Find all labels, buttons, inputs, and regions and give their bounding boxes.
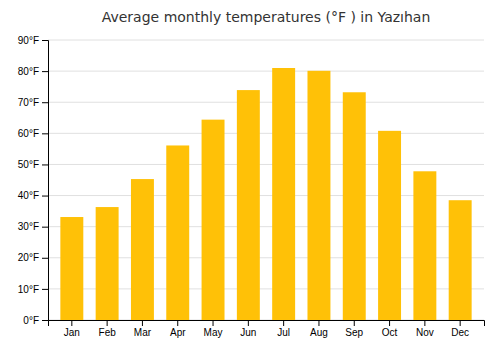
tick-mark	[71, 320, 72, 326]
axis-line	[42, 41, 49, 321]
tick-label: 60°F	[18, 128, 39, 139]
tick-label: Feb	[99, 327, 117, 338]
tick-mark	[248, 320, 249, 326]
tick-label: Oct	[382, 327, 398, 338]
bar	[131, 179, 154, 320]
tick-label: 80°F	[18, 66, 39, 77]
tick: 50°F	[18, 159, 48, 170]
bars	[60, 68, 471, 320]
tick-mark	[42, 196, 48, 197]
tick-mark	[213, 320, 214, 326]
tick-label: 70°F	[18, 97, 39, 108]
tick-label: Sep	[345, 327, 363, 338]
bar	[343, 92, 366, 320]
tick: 30°F	[18, 221, 48, 232]
tick-mark	[42, 320, 48, 321]
bar	[413, 171, 436, 320]
grid-line	[48, 40, 484, 41]
tick: Apr	[170, 320, 186, 338]
bar	[202, 120, 225, 320]
title: Average monthly temperatures (°F ) in Ya…	[102, 9, 431, 25]
tick: 0°F	[23, 315, 48, 326]
bar	[272, 68, 295, 320]
tick-mark	[42, 40, 48, 41]
bar	[307, 71, 330, 320]
tick-mark	[318, 320, 319, 326]
tick-mark	[42, 289, 48, 290]
tick: Sep	[345, 320, 363, 338]
plot: 0°F 10°F 20°F 30°F 40°F 50°F 60°F 70°F 80°F 90°F J…	[18, 35, 485, 338]
tick-label: Jan	[64, 327, 80, 338]
tick-mark	[42, 133, 48, 134]
tick-mark	[354, 320, 355, 326]
tick: 40°F	[18, 190, 48, 201]
tick: Oct	[382, 320, 398, 338]
tick-label: Mar	[134, 327, 152, 338]
tick-mark	[42, 258, 48, 259]
tick: Jun	[240, 320, 256, 338]
tick: Jan	[64, 320, 80, 338]
tick: 80°F	[18, 66, 48, 77]
tick: 90°F	[18, 35, 48, 46]
tick-label: Apr	[170, 327, 186, 338]
bar	[237, 90, 260, 320]
tick-label: 20°F	[18, 252, 39, 263]
chart: 0°F 10°F 20°F 30°F 40°F 50°F 60°F 70°F 80°F 90°F J…	[0, 0, 500, 350]
tick-label: 30°F	[18, 221, 39, 232]
tick: Dec	[451, 320, 469, 338]
tick: Jul	[277, 320, 290, 338]
tick-mark	[42, 164, 48, 165]
bar	[166, 145, 189, 320]
tick-label: May	[204, 327, 223, 338]
tick-mark	[42, 102, 48, 103]
tick-label: Jun	[240, 327, 256, 338]
tick: Aug	[310, 320, 328, 338]
grid	[48, 40, 484, 320]
bar	[449, 200, 472, 320]
grid-line	[48, 133, 484, 134]
tick-mark	[42, 71, 48, 72]
tick: May	[204, 320, 223, 338]
tick: 10°F	[18, 284, 48, 295]
grid-line	[48, 102, 484, 103]
tick-mark	[142, 320, 143, 326]
tick-mark	[424, 320, 425, 326]
tick-mark	[107, 320, 108, 326]
x-axis: Jan Feb Mar Apr May Jun Jul Aug Sep Oct Nov Dec	[49, 320, 485, 338]
tick-label: Aug	[310, 327, 328, 338]
tick-label: 90°F	[18, 35, 39, 46]
y-axis: 0°F 10°F 20°F 30°F 40°F 50°F 60°F 70°F 80°F 90°F	[18, 35, 49, 326]
bar	[60, 217, 83, 320]
tick-label: 40°F	[18, 190, 39, 201]
tick-label: Nov	[416, 327, 434, 338]
tick-mark	[283, 320, 284, 326]
tick-label: 50°F	[18, 159, 39, 170]
tick-mark	[42, 227, 48, 228]
bar	[96, 207, 119, 320]
tick-mark	[460, 320, 461, 326]
bar	[378, 131, 401, 320]
grid-line	[48, 71, 484, 72]
tick: 20°F	[18, 252, 48, 263]
tick-label: Dec	[451, 327, 469, 338]
tick-label: 0°F	[23, 315, 39, 326]
tick: Nov	[416, 320, 434, 338]
tick: 70°F	[18, 97, 48, 108]
grid-line	[48, 164, 484, 165]
tick-label: Jul	[277, 327, 290, 338]
tick: Feb	[99, 320, 117, 338]
tick: Mar	[134, 320, 152, 338]
tick: 60°F	[18, 128, 48, 139]
axis-line	[49, 321, 485, 327]
tick-mark	[177, 320, 178, 326]
tick-label: 10°F	[18, 284, 39, 295]
tick-mark	[389, 320, 390, 326]
